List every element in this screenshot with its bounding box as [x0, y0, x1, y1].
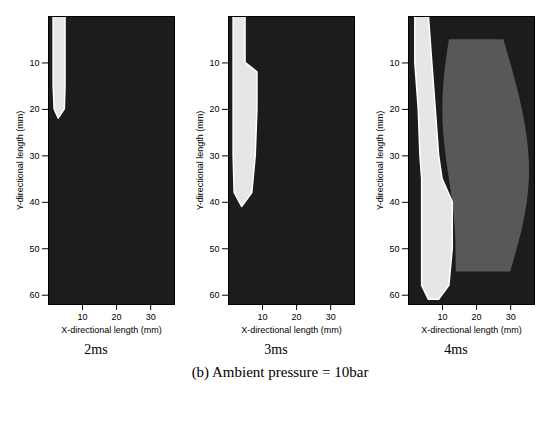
html-text:3ms: 3ms [264, 342, 288, 357]
svg-text:50: 50 [209, 244, 219, 254]
svg-text:30: 30 [326, 312, 336, 322]
svg-text:10: 10 [438, 312, 448, 322]
svg-text:30: 30 [29, 151, 39, 161]
svg-text:Y-directional length (mm): Y-directional length (mm) [375, 111, 385, 211]
svg-text:30: 30 [146, 312, 156, 322]
svg-text:30: 30 [209, 151, 219, 161]
svg-text:20: 20 [209, 104, 219, 114]
svg-text:40: 40 [29, 197, 39, 207]
svg-text:10: 10 [209, 58, 219, 68]
svg-text:20: 20 [29, 104, 39, 114]
svg-text:40: 40 [389, 197, 399, 207]
svg-text:50: 50 [29, 244, 39, 254]
svg-text:10: 10 [389, 58, 399, 68]
svg-text:10: 10 [258, 312, 268, 322]
svg-text:10: 10 [78, 312, 88, 322]
svg-text:X-directional length (mm): X-directional length (mm) [421, 325, 522, 335]
svg-text:40: 40 [209, 197, 219, 207]
svg-text:20: 20 [292, 312, 302, 322]
html-text:4ms: 4ms [444, 342, 468, 357]
svg-text:60: 60 [209, 290, 219, 300]
svg-text:30: 30 [389, 151, 399, 161]
svg-text:50: 50 [389, 244, 399, 254]
html-text:2ms: 2ms [84, 342, 108, 357]
svg-text:60: 60 [29, 290, 39, 300]
svg-text:10: 10 [29, 58, 39, 68]
svg-text:20: 20 [472, 312, 482, 322]
html-text:(b) Ambient pressure = 10bar: (b) Ambient pressure = 10bar [191, 364, 369, 380]
svg-text:Y-directional length (mm): Y-directional length (mm) [15, 111, 25, 211]
svg-text:X-directional length (mm): X-directional length (mm) [241, 325, 342, 335]
svg-text:30: 30 [506, 312, 516, 322]
svg-text:20: 20 [112, 312, 122, 322]
svg-text:20: 20 [389, 104, 399, 114]
svg-text:60: 60 [389, 290, 399, 300]
svg-text:X-directional length (mm): X-directional length (mm) [61, 325, 162, 335]
svg-text:Y-directional length (mm): Y-directional length (mm) [195, 111, 205, 211]
